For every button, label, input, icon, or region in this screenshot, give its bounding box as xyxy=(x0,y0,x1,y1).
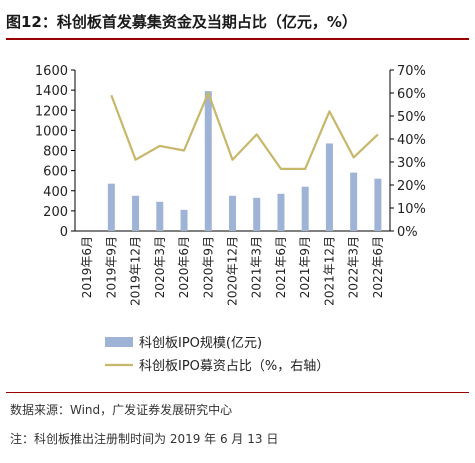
right-axis-tick-label: 0% xyxy=(397,225,418,240)
x-axis-tick-label: 2021年6月 xyxy=(274,236,288,298)
bar xyxy=(180,209,188,231)
title-divider xyxy=(6,38,469,40)
right-axis-tick-label: 50% xyxy=(397,110,426,125)
x-axis-tick-label: 2019年6月 xyxy=(80,236,94,298)
x-axis-tick-label: 2020年12月 xyxy=(226,236,240,306)
left-axis-tick-label: 1400 xyxy=(35,84,68,99)
line-series xyxy=(110,91,379,170)
bar xyxy=(277,193,285,231)
legend-line-label: 科创板IPO募资占比（%，右轴） xyxy=(139,359,329,374)
bar xyxy=(253,197,261,231)
chart-title: 图12：科创板首发募集资金及当期占比（亿元，%） xyxy=(6,13,357,31)
bar xyxy=(301,186,309,231)
x-axis-tick-label: 2021年9月 xyxy=(298,236,312,298)
legend-bar-swatch xyxy=(105,337,133,347)
footnote: 注：科创板推出注册制时间为 2019 年 6 月 13 日 xyxy=(10,432,279,446)
x-axis-tick-label: 2022年6月 xyxy=(371,236,385,298)
left-axis-tick-label: 400 xyxy=(43,185,68,200)
right-axis-tick-label: 40% xyxy=(397,133,426,148)
bar xyxy=(132,195,140,231)
right-axis-tick-label: 30% xyxy=(397,156,426,171)
x-axis-tick-label: 2019年9月 xyxy=(104,236,118,298)
x-axis-tick-label: 2020年3月 xyxy=(153,236,167,298)
bar xyxy=(325,143,333,231)
bar xyxy=(156,201,164,231)
data-source: 数据来源：Wind，广发证券发展研究中心 xyxy=(10,403,233,417)
left-axis-tick-label: 0 xyxy=(60,225,68,240)
x-axis-tick-label: 2020年9月 xyxy=(201,236,215,298)
footer-divider xyxy=(6,392,469,393)
right-axis-tick-label: 70% xyxy=(397,64,426,79)
left-axis-tick-label: 1200 xyxy=(35,104,68,119)
x-axis-tick-label: 2019年12月 xyxy=(129,236,143,306)
left-axis-tick-label: 200 xyxy=(43,205,68,220)
right-axis-tick-label: 10% xyxy=(397,202,426,217)
legend-bar-label: 科创板IPO规模(亿元) xyxy=(139,336,262,351)
x-axis-tick-label: 2021年12月 xyxy=(322,236,336,306)
bar xyxy=(350,172,358,231)
left-axis-tick-label: 1600 xyxy=(35,64,68,79)
bar xyxy=(204,91,212,231)
bar xyxy=(107,183,115,231)
right-axis-tick-label: 60% xyxy=(397,87,426,102)
bar xyxy=(374,178,382,231)
right-axis-tick-label: 20% xyxy=(397,179,426,194)
left-axis-tick-label: 1000 xyxy=(35,124,68,139)
left-axis-tick-label: 800 xyxy=(43,145,68,160)
bar xyxy=(229,195,236,231)
x-axis-tick-label: 2022年3月 xyxy=(347,236,361,298)
left-axis-tick-label: 600 xyxy=(43,165,68,180)
x-axis-tick-label: 2020年6月 xyxy=(177,236,191,298)
x-axis-tick-label: 2021年3月 xyxy=(250,236,264,298)
chart: 0 200 400 600 800 1000 1200 1400 1600 0% 10% 20% 30%… xyxy=(35,64,426,374)
